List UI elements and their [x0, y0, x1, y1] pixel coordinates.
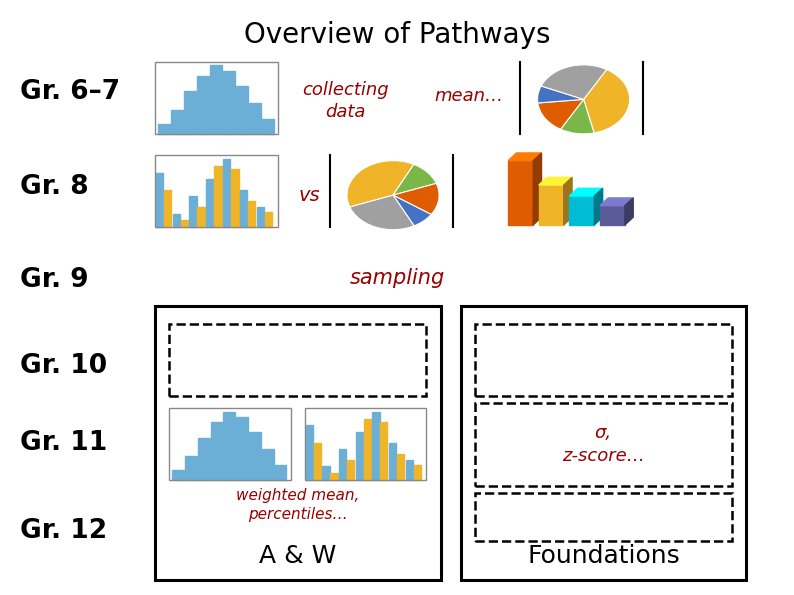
Bar — [397, 454, 404, 480]
Bar — [184, 92, 196, 134]
Bar — [169, 324, 426, 396]
Bar — [600, 206, 625, 225]
Text: Foundations: Foundations — [527, 544, 680, 568]
Bar — [265, 212, 272, 227]
Wedge shape — [393, 164, 437, 195]
Polygon shape — [533, 153, 542, 225]
Bar — [249, 432, 260, 480]
Bar — [305, 408, 426, 480]
Bar — [356, 432, 363, 480]
Polygon shape — [600, 198, 634, 206]
Polygon shape — [508, 153, 542, 161]
Text: Gr. 6–7: Gr. 6–7 — [20, 79, 120, 105]
Wedge shape — [349, 195, 414, 230]
Bar — [389, 443, 396, 480]
Bar — [240, 190, 247, 227]
Bar — [198, 207, 205, 227]
Bar — [197, 76, 209, 134]
Bar — [248, 201, 256, 227]
Wedge shape — [538, 99, 584, 129]
Bar — [475, 493, 732, 541]
Bar — [380, 422, 387, 480]
Wedge shape — [584, 70, 630, 133]
Bar — [322, 466, 330, 480]
Polygon shape — [564, 177, 572, 225]
Bar — [206, 180, 214, 227]
Bar — [508, 161, 534, 225]
Bar — [190, 196, 197, 227]
Bar — [364, 419, 371, 480]
Bar — [214, 165, 222, 227]
Bar — [306, 425, 313, 480]
Wedge shape — [538, 86, 584, 103]
Bar — [198, 438, 210, 480]
Text: weighted mean,
percentiles…: weighted mean, percentiles… — [236, 488, 360, 521]
Bar — [155, 155, 278, 227]
Text: Gr. 9: Gr. 9 — [20, 267, 88, 293]
Bar — [275, 465, 287, 480]
Bar — [171, 110, 183, 134]
Bar — [262, 119, 274, 134]
Text: sampling: sampling — [349, 268, 445, 288]
Bar — [158, 124, 170, 134]
Polygon shape — [625, 198, 634, 225]
Bar — [223, 71, 235, 134]
Bar — [475, 403, 732, 486]
Text: Gr. 10: Gr. 10 — [20, 353, 107, 379]
Bar — [414, 465, 421, 480]
Bar — [231, 169, 238, 227]
Text: Gr. 11: Gr. 11 — [20, 430, 107, 456]
Bar — [223, 159, 230, 227]
Bar — [339, 449, 346, 480]
Bar — [156, 173, 163, 227]
Wedge shape — [393, 183, 439, 214]
Polygon shape — [594, 188, 603, 225]
Bar — [172, 214, 180, 227]
Bar — [256, 207, 264, 227]
Bar — [538, 185, 564, 225]
Text: σ,
z-score…: σ, z-score… — [562, 424, 645, 465]
Wedge shape — [393, 195, 431, 226]
Text: collecting
data: collecting data — [302, 82, 389, 121]
Bar — [347, 459, 354, 480]
Bar — [406, 459, 413, 480]
Text: Gr. 8: Gr. 8 — [20, 174, 88, 201]
Polygon shape — [569, 188, 603, 196]
Wedge shape — [561, 99, 594, 134]
Text: Overview of Pathways: Overview of Pathways — [244, 21, 550, 49]
Bar — [210, 65, 222, 134]
Bar — [569, 196, 594, 225]
Text: mean…: mean… — [434, 87, 503, 105]
Bar — [314, 443, 321, 480]
Bar — [172, 470, 184, 480]
Bar — [169, 408, 291, 480]
Bar — [461, 306, 746, 580]
Bar — [237, 417, 248, 480]
Bar — [210, 422, 222, 480]
Bar — [155, 62, 278, 134]
Text: Gr. 12: Gr. 12 — [20, 518, 107, 544]
Bar — [180, 221, 188, 227]
Wedge shape — [347, 161, 414, 207]
Bar — [475, 324, 732, 396]
Bar — [262, 449, 274, 480]
Wedge shape — [542, 65, 607, 99]
Bar — [330, 474, 337, 480]
Bar — [185, 456, 197, 480]
Bar — [164, 190, 171, 227]
Bar — [223, 412, 235, 480]
Bar — [155, 306, 441, 580]
Text: A & W: A & W — [259, 544, 337, 568]
Polygon shape — [538, 177, 572, 185]
Bar — [372, 412, 380, 480]
Text: vs: vs — [299, 186, 321, 205]
Bar — [236, 86, 248, 134]
Bar — [249, 103, 260, 134]
